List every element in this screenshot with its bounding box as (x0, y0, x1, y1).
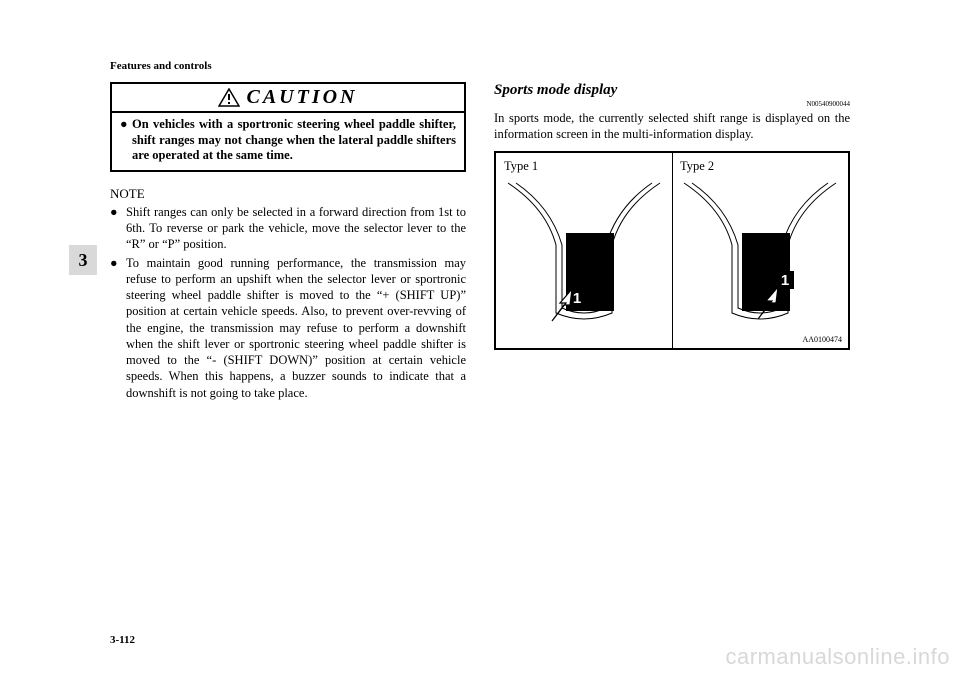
note-item-text: To maintain good running performance, th… (126, 255, 466, 401)
watermark-text: carmanualsonline.info (725, 644, 950, 670)
figure-label: Type 1 (504, 159, 538, 174)
figure-code: AA0100474 (802, 335, 842, 344)
caution-title-text: CAUTION (246, 86, 357, 109)
bullet-icon: ● (110, 255, 126, 401)
section-header: Features and controls (110, 60, 850, 72)
caution-body-text: On vehicles with a sportronic steering w… (132, 117, 456, 164)
page-number: 3-112 (110, 634, 135, 646)
figure-panel-type1: Type 1 1 (496, 153, 673, 348)
section-title: Sports mode display (494, 82, 850, 99)
right-column: Sports mode display N00540900044 In spor… (494, 82, 850, 403)
section-text: In sports mode, the currently selected s… (494, 110, 850, 143)
note-body: ● Shift ranges can only be selected in a… (110, 204, 466, 401)
left-column: CAUTION ● On vehicles with a sportronic … (110, 82, 466, 403)
note-label: NOTE (110, 186, 466, 202)
bullet-icon: ● (110, 204, 126, 253)
reference-code: N00540900044 (494, 100, 850, 108)
bullet-icon: ● (120, 117, 132, 164)
svg-text:1: 1 (781, 272, 789, 289)
figure-panel-type2: Type 2 1 (672, 153, 848, 348)
note-item-text: Shift ranges can only be selected in a f… (126, 204, 466, 253)
cluster-type1-icon: 1 (496, 153, 672, 348)
svg-text:1: 1 (573, 290, 581, 307)
warning-triangle-icon (218, 88, 240, 107)
chapter-tab: 3 (69, 245, 97, 275)
caution-title-row: CAUTION (112, 84, 464, 113)
note-item: ● To maintain good running performance, … (110, 255, 466, 401)
caution-box: CAUTION ● On vehicles with a sportronic … (110, 82, 466, 172)
figure-box: Type 1 1 Typ (494, 151, 850, 350)
figure-label: Type 2 (680, 159, 714, 174)
note-item: ● Shift ranges can only be selected in a… (110, 204, 466, 253)
cluster-type2-icon: 1 (672, 153, 848, 348)
caution-body: ● On vehicles with a sportronic steering… (112, 113, 464, 170)
